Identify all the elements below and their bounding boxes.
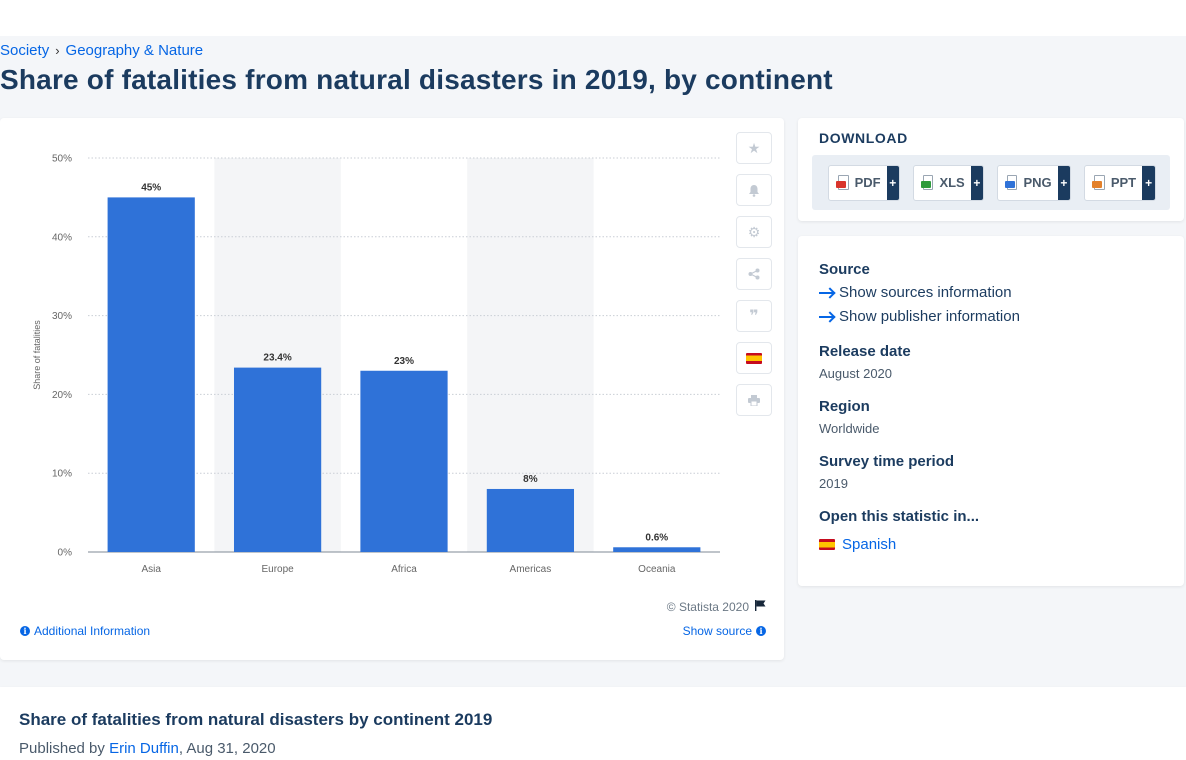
show-sources-link[interactable]: Show sources information (819, 284, 1012, 301)
bar-europe (233, 367, 322, 552)
breadcrumb: Society › Geography & Nature (0, 42, 203, 59)
data-label: 23.4% (263, 353, 291, 364)
top-bar (0, 0, 1186, 36)
download-ppt-button[interactable]: PPT + (1084, 164, 1156, 201)
arrow-right-icon (819, 315, 833, 318)
x-tick-label: Europe (261, 564, 294, 575)
page-title: Share of fatalities from natural disaste… (0, 64, 833, 95)
info-icon: i (756, 626, 766, 636)
show-publisher-label: Show publisher information (839, 308, 1020, 325)
bar-americas (486, 488, 575, 552)
data-label: 0.6% (645, 532, 668, 543)
gear-icon[interactable]: ⚙ (736, 216, 772, 248)
download-buttons: PDF + XLS + PNG + PPT + (812, 155, 1170, 210)
show-publisher-link[interactable]: Show publisher information (819, 308, 1020, 325)
chart-tools: ★ ⚙ ❞ (736, 132, 772, 426)
data-label: 45% (141, 182, 161, 193)
data-label: 23% (394, 356, 414, 367)
spain-flag-icon[interactable] (736, 342, 772, 374)
plus-icon: + (970, 165, 983, 200)
open-in-spanish-link[interactable]: Spanish (819, 536, 896, 553)
breadcrumb-geography-nature[interactable]: Geography & Nature (65, 42, 204, 59)
pdf-file-icon (836, 175, 849, 190)
published-prefix: Published by (19, 740, 105, 757)
data-label: 8% (523, 474, 538, 485)
y-tick-label: 0% (58, 548, 73, 559)
ppt-file-icon (1092, 175, 1105, 190)
spain-flag-icon (819, 539, 835, 550)
x-tick-label: Africa (391, 564, 417, 575)
y-tick-label: 20% (52, 390, 72, 401)
survey-period-label: Survey time period (819, 453, 955, 470)
region-value: Worldwide (819, 421, 880, 436)
breadcrumb-society[interactable]: Society (0, 42, 50, 59)
download-pdf-label: PDF (854, 175, 881, 190)
plus-icon: + (886, 165, 899, 200)
bar-asia (107, 197, 195, 552)
y-tick-label: 10% (52, 469, 72, 480)
share-icon[interactable] (736, 258, 772, 290)
show-source-link[interactable]: Show source i (683, 624, 766, 638)
y-tick-label: 50% (52, 154, 72, 165)
x-tick-label: Americas (510, 564, 552, 575)
statistic-details: Source Show sources information Show pub… (798, 236, 1184, 586)
copyright: © Statista 2020 (667, 600, 766, 614)
region-label: Region (819, 398, 870, 415)
chevron-right-icon: › (55, 43, 60, 58)
open-statistic-label: Open this statistic in... (819, 508, 980, 525)
download-card: DOWNLOAD PDF + XLS + PNG + PPT + (798, 118, 1184, 221)
print-icon[interactable] (736, 384, 772, 416)
arrow-right-icon (819, 291, 833, 294)
plus-icon: + (1142, 165, 1155, 200)
y-axis-label: Share of fatalities (32, 320, 42, 390)
flag-icon[interactable] (755, 600, 766, 614)
show-source-label: Show source (682, 624, 752, 638)
download-title: DOWNLOAD (819, 130, 908, 146)
x-tick-label: Asia (141, 564, 161, 575)
download-pdf-button[interactable]: PDF + (828, 164, 900, 201)
show-sources-label: Show sources information (839, 284, 1012, 301)
release-date-value: August 2020 (819, 366, 893, 381)
download-png-button[interactable]: PNG + (997, 164, 1071, 201)
additional-info-label: Additional Information (34, 624, 151, 638)
x-tick-label: Oceania (638, 564, 676, 575)
download-png-label: PNG (1023, 175, 1052, 190)
info-icon: i (20, 626, 30, 636)
xls-file-icon (921, 175, 934, 190)
quote-icon[interactable]: ❞ (736, 300, 772, 332)
published-date: , Aug 31, 2020 (178, 740, 276, 757)
published-by: Published by Erin Duffin, Aug 31, 2020 (19, 740, 276, 757)
additional-info-link[interactable]: i Additional Information (20, 624, 150, 638)
star-icon[interactable]: ★ (736, 132, 772, 164)
png-file-icon (1005, 175, 1018, 190)
statistic-title: Share of fatalities from natural disaste… (19, 710, 493, 729)
copyright-text: © Statista 2020 (666, 600, 749, 614)
survey-period-value: 2019 (819, 476, 848, 491)
y-tick-label: 40% (52, 232, 72, 243)
bell-icon[interactable] (736, 174, 772, 206)
open-language-label: Spanish (842, 536, 897, 553)
download-xls-button[interactable]: XLS + (913, 164, 984, 201)
bar-africa (360, 370, 448, 552)
y-tick-label: 30% (52, 311, 72, 322)
plus-icon: + (1057, 165, 1070, 200)
release-date-label: Release date (819, 343, 911, 360)
publication-card: Share of fatalities from natural disaste… (0, 687, 1186, 760)
chart-card: 0% 10% 20% 30% 40% 50% Share of fatalities 45% A… (0, 118, 784, 660)
author-link[interactable]: Erin Duffin (109, 740, 179, 757)
source-label: Source (819, 261, 870, 278)
download-ppt-label: PPT (1110, 175, 1137, 190)
bar-chart: 0% 10% 20% 30% 40% 50% Share of fatalities 45% A… (32, 154, 720, 575)
download-xls-label: XLS (939, 175, 965, 190)
bar-oceania (613, 547, 701, 552)
column-band (467, 158, 594, 552)
